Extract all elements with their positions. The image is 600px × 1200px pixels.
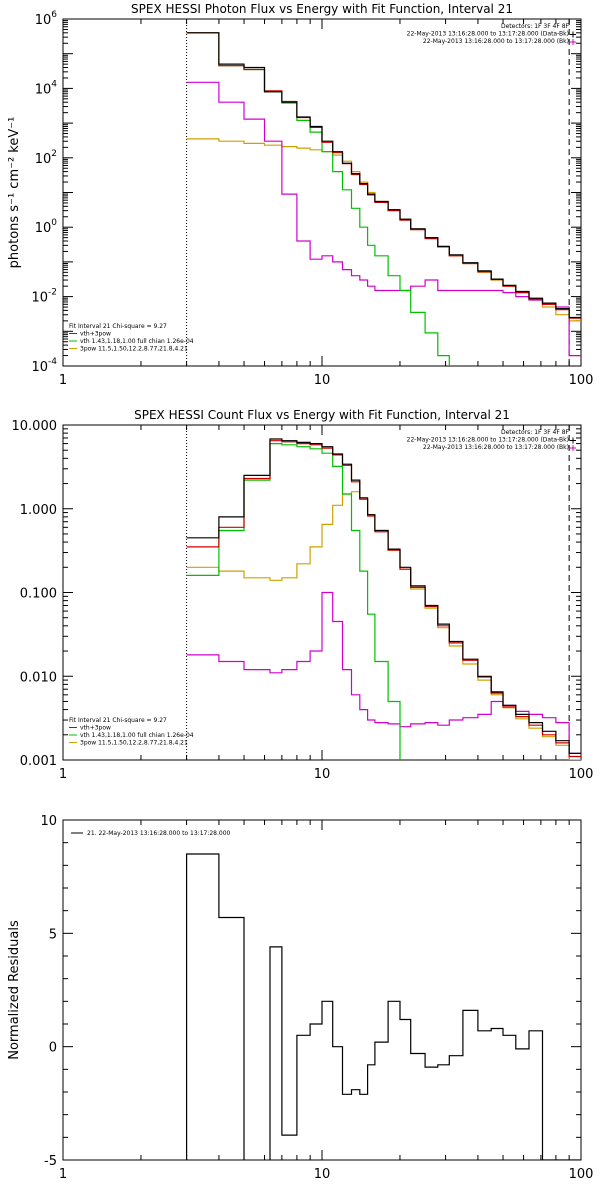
y-tick-label: 0.100 [20, 587, 57, 602]
header-text: 22-May-2013 13:16:28.000 to 13:17:28.000… [423, 444, 569, 451]
x-tick-label: 1 [59, 373, 67, 388]
plot-frame [62, 18, 582, 367]
header-text: 22-May-2013 13:16:28.000 to 13:17:28.000… [423, 38, 569, 45]
legend-entry: 3pow 11.5,1.50,12.2,8.77,21.8,4.21 [80, 346, 188, 353]
x-tick-label: 100 [569, 373, 594, 388]
plot-frame [62, 819, 582, 1161]
header-text: Detectors: 1F 3F 4F 8F [501, 429, 570, 436]
series-line-4 [186, 138, 581, 322]
y-tick-label: 100 [35, 218, 58, 236]
y-tick-label: 106 [35, 10, 58, 28]
legend-entry: vth 1.43,1.18,1.00 full chian 1.26e-04 [80, 338, 194, 345]
legend-entry: 21. 22-May-2013 13:16:28.000 to 13:17:28… [87, 830, 231, 837]
legend-entry: vth+3pow [80, 331, 111, 338]
legend-entry: 3pow 11.5,1.50,12.2,8.77,21.8,4.21 [80, 740, 188, 747]
header-text: Detectors: 1F 3F 4F 8F [501, 23, 570, 30]
photon-flux-panel: SPEX HESSI Photon Flux vs Energy with Fi… [7, 2, 594, 388]
y-tick-label: 0.010 [20, 670, 57, 685]
series-line-3 [186, 81, 581, 357]
y-tick-label: 102 [35, 149, 57, 167]
y-tick-label: 104 [35, 79, 58, 97]
x-tick-label: 100 [569, 767, 594, 782]
x-tick-label: 10 [314, 373, 331, 388]
chart-title: SPEX HESSI Count Flux vs Energy with Fit… [134, 408, 510, 422]
series-line-0 [186, 853, 581, 1160]
x-tick-label: 10 [314, 767, 331, 782]
series-line-0 [186, 438, 581, 754]
x-tick-label: 1 [59, 767, 67, 782]
x-tick-label: 10 [314, 1167, 331, 1182]
y-axis-label: photons s⁻¹ cm⁻² keV⁻¹ [7, 117, 22, 269]
series-line-2 [186, 32, 450, 366]
series-line-2 [186, 443, 401, 760]
legend-entry: vth 1.43,1.18,1.00 full chian 1.26e-04 [80, 732, 194, 739]
series-line-1 [186, 32, 581, 319]
x-tick-label: 1 [59, 1167, 67, 1182]
y-tick-label: 10.000 [12, 419, 58, 434]
header-text: 22-May-2013 13:16:28.000 to 13:17:28.000… [407, 31, 569, 38]
y-tick-label: 10-4 [31, 357, 57, 375]
legend-entry: Fit Interval 21 Chi-square = 9.27 [69, 323, 167, 330]
series-line-1 [186, 440, 581, 758]
header-text: 22-May-2013 13:16:28.000 to 13:17:28.000… [407, 437, 569, 444]
y-axis-label: Normalized Residuals [7, 920, 22, 1060]
chart-title: SPEX HESSI Photon Flux vs Energy with Fi… [131, 2, 513, 16]
y-tick-label: 10-2 [31, 288, 57, 306]
legend-entry: vth+3pow [80, 725, 111, 732]
y-tick-label: 10 [40, 814, 57, 829]
legend-entry: Fit Interval 21 Chi-square = 9.27 [69, 717, 167, 724]
series-line-0 [186, 32, 581, 319]
residuals-panel: 1 10 100 -5 0 5 10 Normalized Residuals 21. 22-M… [7, 814, 593, 1182]
count-flux-panel: SPEX HESSI Count Flux vs Energy with Fit… [12, 408, 594, 782]
y-tick-label: -5 [44, 1154, 57, 1169]
y-tick-label: 0 [49, 1041, 57, 1056]
series-line-3 [186, 591, 581, 754]
y-tick-label: 0.001 [20, 754, 57, 769]
x-tick-label: 100 [569, 1167, 594, 1182]
y-tick-label: 1.000 [20, 503, 57, 518]
y-tick-label: 5 [49, 927, 57, 942]
